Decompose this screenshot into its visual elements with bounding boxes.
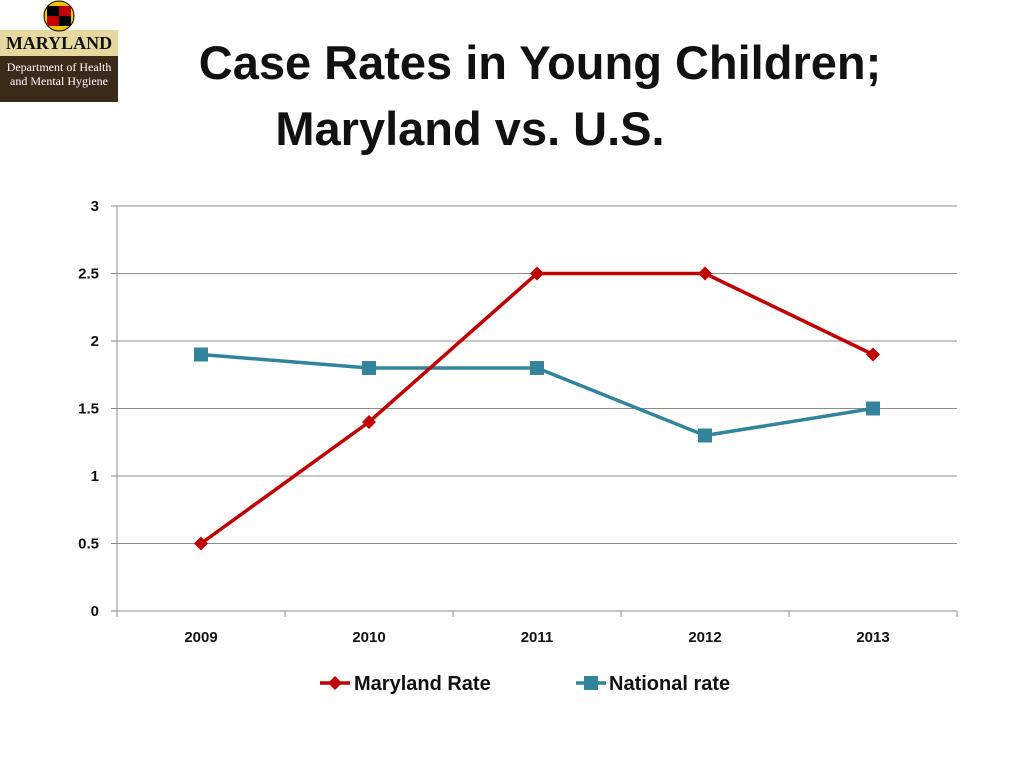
x-tick-label: 2010 [352, 629, 385, 646]
data-point [194, 347, 208, 362]
y-tick-label: 1 [91, 468, 99, 485]
data-point [530, 266, 544, 281]
legend-item: National rate [576, 673, 730, 695]
data-point [362, 361, 376, 375]
title-line-1: Case Rates in Young Children; [198, 36, 882, 89]
slide-title: Case Rates in Young Children; Maryland v… [100, 30, 980, 162]
legend-label: Maryland Rate [354, 673, 491, 695]
y-tick-label: 2 [91, 333, 99, 350]
x-tick-label: 2011 [521, 629, 554, 646]
logo-department-line2: and Mental Hygiene [10, 74, 108, 88]
x-tick-label: 2012 [688, 629, 721, 646]
y-tick-label: 0 [91, 603, 99, 620]
series-national-rate [194, 347, 880, 443]
legend: Maryland Rate National rate [320, 673, 730, 695]
axes: 0 0.5 1 1.5 2 2.5 3 2009 2010 2011 2012 2013 [78, 198, 958, 646]
data-point [530, 361, 544, 375]
data-point [698, 428, 712, 443]
data-point [194, 536, 208, 551]
maryland-seal-icon [43, 0, 75, 32]
logo-department-line1: Department of Health [6, 60, 112, 74]
y-tick-label: 1.5 [78, 401, 99, 418]
y-tick-label: 2.5 [78, 266, 99, 283]
data-point [362, 415, 376, 429]
logo-graphic [0, 0, 118, 102]
logo-department: Department of Health and Mental Hygiene [4, 60, 114, 88]
x-tick-label: 2013 [856, 629, 889, 646]
logo-state-name: MARYLAND [5, 33, 113, 53]
data-point [866, 347, 880, 362]
mdh-logo: MARYLAND Department of Health and Mental… [0, 0, 118, 102]
y-tick-label: 0.5 [78, 536, 99, 553]
legend-swatch-marker [584, 676, 598, 690]
series-maryland-rate [194, 266, 880, 551]
y-tick-label: 3 [91, 198, 99, 215]
title-line-2: Maryland vs. U.S. [275, 102, 665, 155]
legend-item: Maryland Rate [320, 673, 491, 695]
legend-swatch-marker [328, 676, 342, 690]
legend-label: National rate [609, 673, 730, 695]
series [194, 266, 880, 551]
x-tick-label: 2009 [184, 629, 217, 646]
data-point [866, 401, 880, 416]
gridlines [117, 205, 957, 612]
data-point [698, 266, 712, 281]
